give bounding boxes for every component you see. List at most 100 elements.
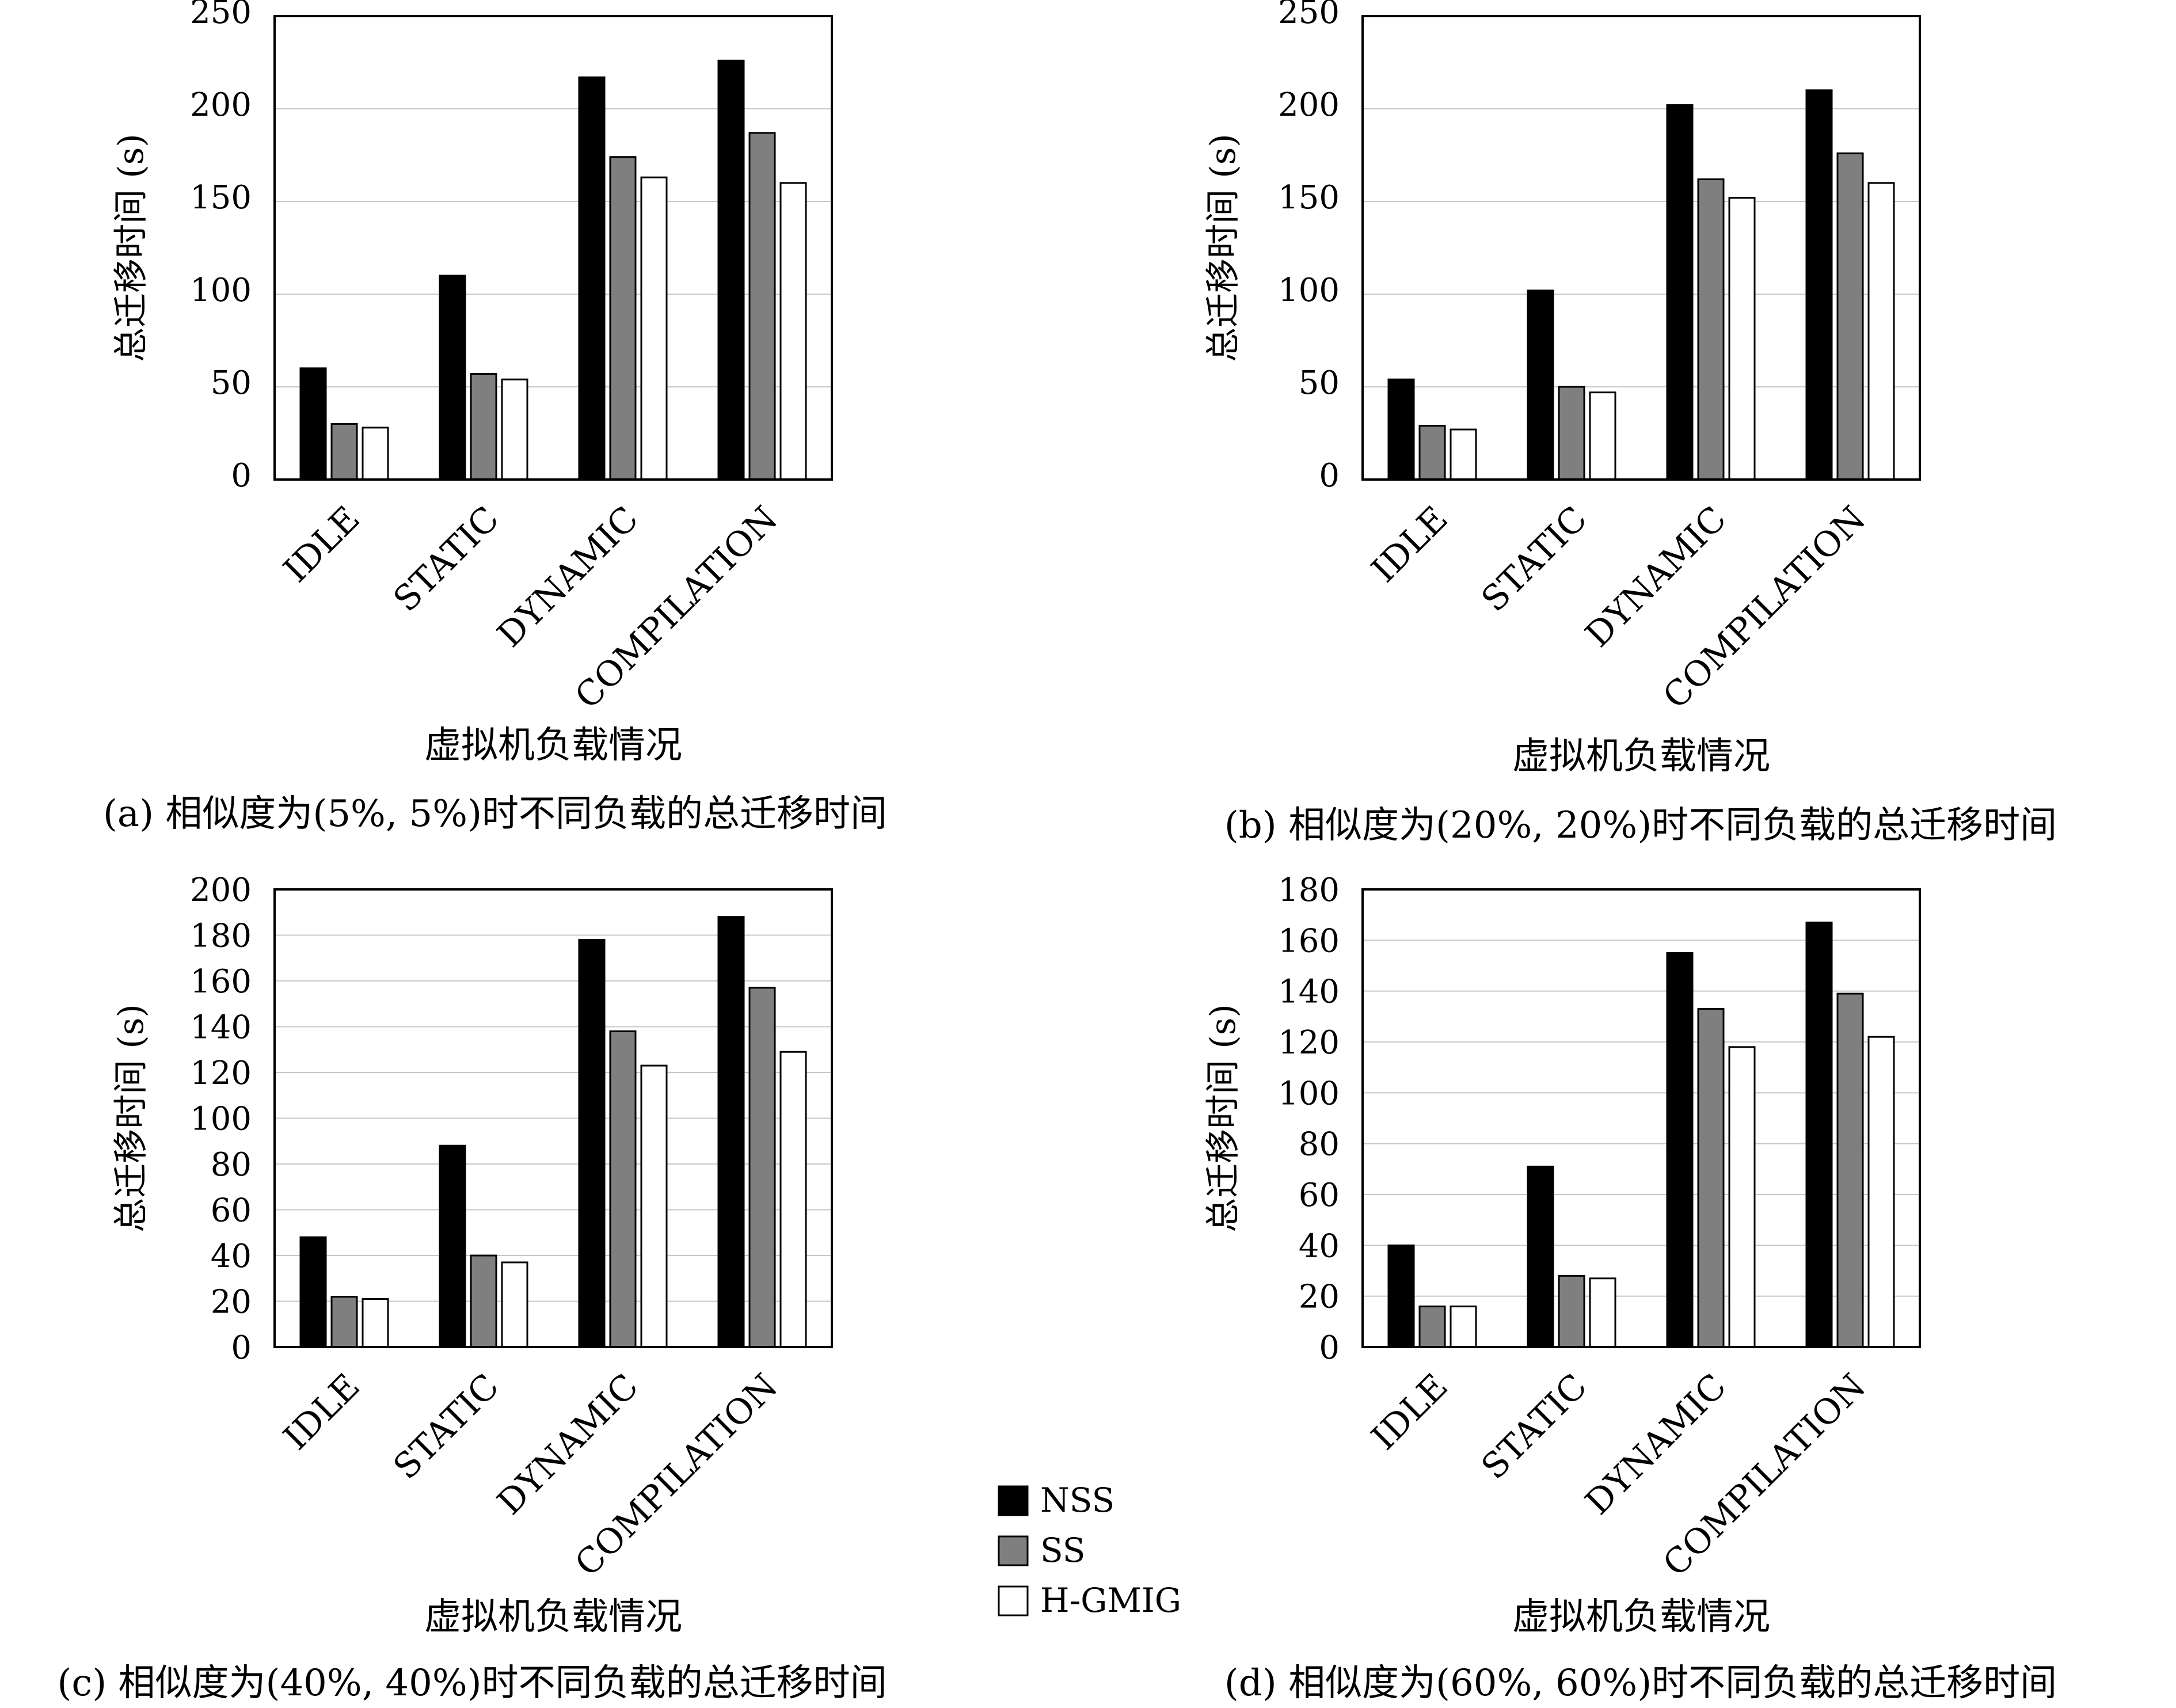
bar-nss: [717, 59, 745, 481]
bar-h-gmig: [640, 1064, 668, 1348]
bar-ss: [609, 156, 637, 481]
bar-nss: [439, 275, 466, 481]
bar-ss: [748, 132, 776, 481]
bar-h-gmig: [779, 182, 807, 481]
legend-swatch-ss: [998, 1535, 1029, 1566]
y-axis-label: 总迁移时间 (s): [111, 134, 151, 362]
chart-panel: 0 20 40 60 80 100 120 140 160 180 IDLE STATICDYNAMI…: [1203, 872, 2057, 1705]
y-tick-label: 250: [1278, 0, 1340, 31]
bar-nss: [578, 76, 606, 481]
plot-frame: [1361, 888, 1921, 1348]
y-tick-label: 180: [190, 918, 252, 955]
chart-caption: (c) 相似度为(40%, 40%)时不同负载的总迁移时间: [57, 1662, 887, 1705]
bar-ss: [470, 372, 497, 481]
bar-h-gmig: [779, 1051, 807, 1348]
bar-ss: [1836, 992, 1864, 1348]
plot-frame: [273, 888, 833, 1348]
bar-ss: [1558, 1275, 1585, 1348]
y-tick-label: 200: [190, 86, 252, 124]
bar-ss: [1418, 1305, 1446, 1348]
y-tick-label: 0: [1319, 457, 1340, 494]
chart-caption: (a) 相似度为(5%, 5%)时不同负载的总迁移时间: [103, 793, 887, 835]
y-tick-label: 60: [211, 1192, 252, 1230]
bar-h-gmig: [1589, 391, 1616, 481]
x-category-label: STATIC: [386, 1366, 507, 1487]
y-tick-label: 80: [211, 1146, 252, 1184]
chart-caption: (d) 相似度为(60%, 60%)时不同负载的总迁移时间: [1224, 1662, 2057, 1705]
bar-nss: [1527, 1165, 1554, 1348]
y-tick-label: 150: [190, 179, 252, 216]
bar-h-gmig: [501, 378, 528, 481]
x-category-label: IDLE: [276, 1366, 367, 1458]
bar-h-gmig: [1450, 428, 1477, 481]
bar-nss: [1666, 104, 1694, 481]
bar-h-gmig: [1450, 1305, 1477, 1348]
y-tick-label: 40: [211, 1238, 252, 1275]
legend-label: NSS: [1040, 1481, 1114, 1520]
bar-ss: [1418, 425, 1446, 481]
y-tick-label: 50: [1299, 364, 1340, 402]
bar-h-gmig: [1867, 182, 1895, 481]
x-category-label: IDLE: [276, 499, 367, 590]
x-category-label: DYNAMIC: [1578, 499, 1734, 655]
bar-ss: [748, 987, 776, 1348]
bar-nss: [1805, 89, 1833, 481]
x-category-label: DYNAMIC: [1578, 1366, 1734, 1523]
bar-nss: [1387, 1244, 1415, 1348]
bar-h-gmig: [501, 1261, 528, 1348]
bar-nss: [578, 938, 606, 1348]
bar-nss: [1805, 921, 1833, 1348]
chart-panel: 0 20 40 60 80 100 120 140 160 180 200 IDLE STATICDYN…: [57, 872, 887, 1705]
y-tick-label: 80: [1299, 1126, 1340, 1163]
y-tick-label: 250: [190, 0, 252, 31]
y-tick-label: 200: [190, 872, 252, 909]
legend-label: SS: [1040, 1531, 1085, 1570]
y-tick-label: 0: [231, 457, 252, 494]
y-axis-label: 总迁移时间 (s): [1203, 1004, 1243, 1233]
bar-h-gmig: [362, 1298, 389, 1348]
bar-ss: [1836, 152, 1864, 481]
y-tick-label: 50: [211, 364, 252, 402]
bar-ss: [609, 1030, 637, 1348]
y-tick-label: 200: [1278, 86, 1340, 124]
bar-ss: [1697, 1008, 1725, 1348]
y-tick-label: 150: [1278, 179, 1340, 216]
y-tick-label: 0: [231, 1329, 252, 1367]
bar-ss: [470, 1254, 497, 1348]
y-tick-label: 100: [190, 272, 252, 309]
bar-ss: [330, 1296, 358, 1348]
y-tick-label: 0: [1319, 1329, 1340, 1367]
bar-ss: [1558, 386, 1585, 481]
x-category-label: IDLE: [1364, 1366, 1455, 1458]
plot-frame: [273, 15, 833, 481]
y-tick-label: 120: [1278, 1024, 1340, 1062]
x-category-label: DYNAMIC: [490, 499, 646, 655]
y-tick-label: 180: [1278, 872, 1340, 909]
bar-nss: [1527, 290, 1554, 481]
bar-nss: [717, 916, 745, 1348]
y-tick-label: 60: [1299, 1177, 1340, 1214]
x-category-label: IDLE: [1364, 499, 1455, 590]
bar-nss: [1387, 378, 1415, 481]
x-axis-label: 虚拟机负载情况: [424, 1596, 682, 1638]
legend: NSS SS H-GMIG: [998, 1481, 1181, 1620]
y-axis-label: 总迁移时间 (s): [111, 1004, 151, 1233]
y-tick-label: 160: [190, 963, 252, 1001]
x-category-label: STATIC: [1474, 499, 1595, 619]
bar-nss: [439, 1144, 466, 1348]
bar-ss: [1697, 178, 1725, 481]
bar-nss: [299, 1236, 327, 1348]
legend-swatch-h-gmig: [998, 1585, 1029, 1616]
chart-caption: (b) 相似度为(20%, 20%)时不同负载的总迁移时间: [1224, 804, 2057, 847]
bar-h-gmig: [1589, 1277, 1616, 1348]
y-tick-label: 40: [1299, 1227, 1340, 1265]
y-tick-label: 160: [1278, 922, 1340, 960]
bar-ss: [330, 423, 358, 481]
x-axis-label: 虚拟机负载情况: [1512, 1596, 1770, 1638]
bar-h-gmig: [1728, 197, 1756, 481]
x-category-label: STATIC: [1474, 1366, 1595, 1487]
